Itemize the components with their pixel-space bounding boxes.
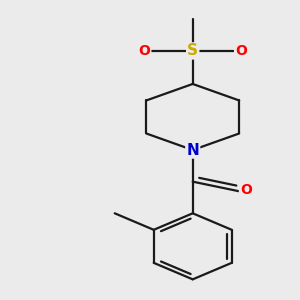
Text: S: S <box>187 44 198 59</box>
Text: O: O <box>139 44 150 58</box>
Text: O: O <box>235 44 247 58</box>
Text: N: N <box>186 142 199 158</box>
Text: O: O <box>240 183 252 197</box>
